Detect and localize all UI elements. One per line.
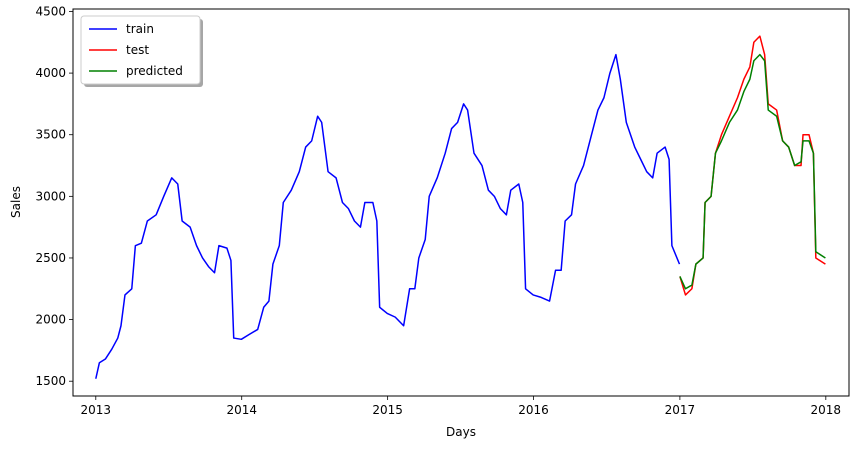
y-axis-label: Sales — [9, 186, 23, 218]
legend-label-test: test — [126, 43, 149, 57]
legend-box — [80, 15, 201, 85]
y-tick-label: 2500 — [35, 251, 66, 265]
series-layer — [95, 35, 826, 379]
y-tick-label: 3000 — [35, 189, 66, 203]
y-tick-label: 1500 — [35, 374, 66, 388]
x-axis-label: Days — [446, 425, 476, 439]
series-line-test — [679, 35, 826, 296]
x-tick-label: 2017 — [665, 403, 696, 417]
plot-frame — [72, 8, 850, 397]
legend-label-predicted: predicted — [126, 64, 183, 78]
x-tick-label: 2013 — [81, 403, 112, 417]
series-line-predicted — [679, 53, 826, 290]
x-axis-ticks: 2013 2014 2015 2016 2017 2018 — [81, 396, 842, 417]
x-tick-label: 2018 — [811, 403, 842, 417]
x-tick-label: 2014 — [226, 403, 257, 417]
y-axis-ticks: 1500 2000 2500 3000 3500 4000 4500 — [35, 4, 73, 388]
y-tick-label: 4000 — [35, 66, 66, 80]
y-tick-label: 3500 — [35, 128, 66, 142]
legend: train test predicted — [80, 15, 203, 87]
series-line-train — [95, 53, 681, 379]
y-tick-label: 2000 — [35, 313, 66, 327]
x-tick-label: 2015 — [372, 403, 403, 417]
legend-label-train: train — [126, 22, 154, 36]
x-tick-label: 2016 — [518, 403, 549, 417]
y-tick-label: 4500 — [35, 4, 66, 18]
legend-items: train test predicted — [89, 22, 183, 78]
